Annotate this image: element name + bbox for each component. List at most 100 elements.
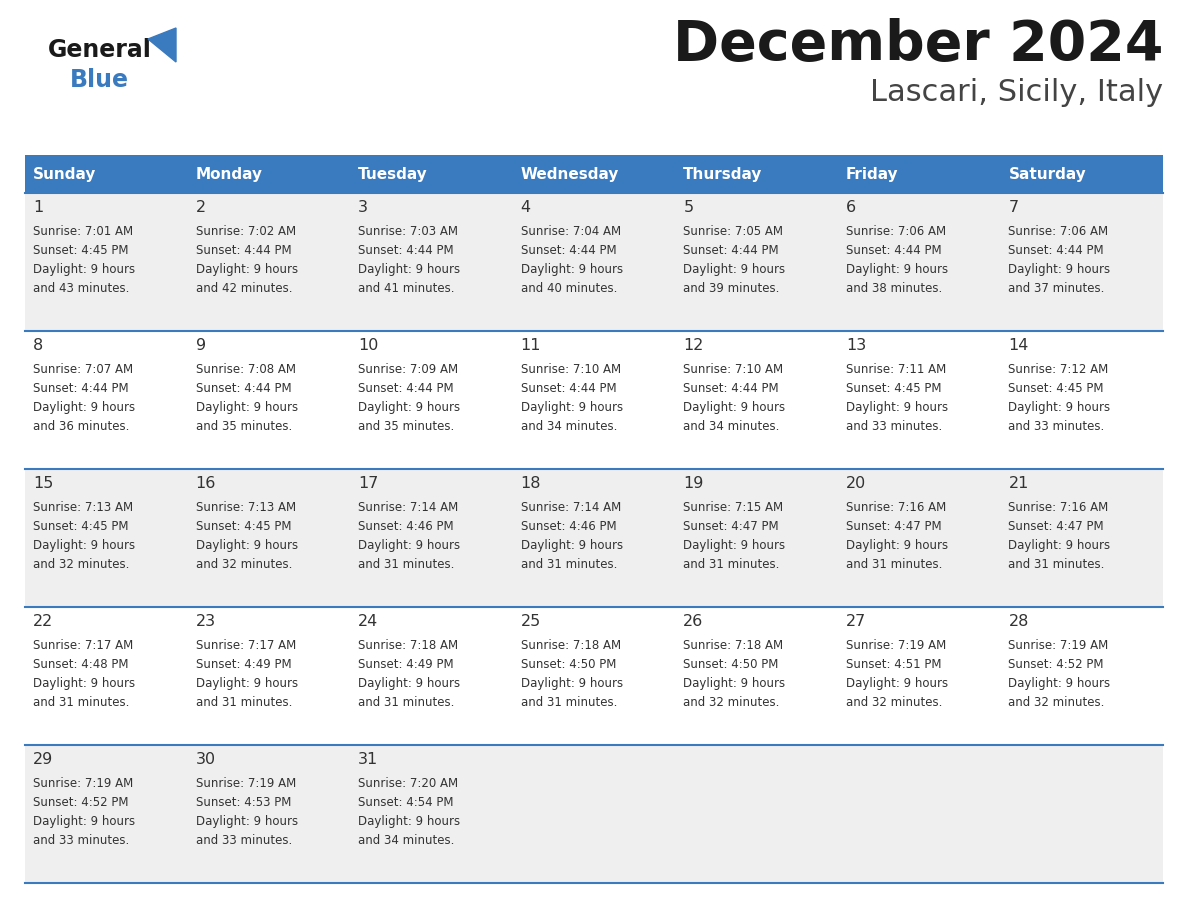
Text: 10: 10 xyxy=(358,338,379,353)
Bar xyxy=(838,155,1000,193)
Bar xyxy=(513,745,675,883)
Text: Sunrise: 7:02 AM: Sunrise: 7:02 AM xyxy=(196,225,296,238)
Text: General: General xyxy=(48,38,152,62)
Text: 15: 15 xyxy=(33,476,53,491)
Bar xyxy=(25,745,188,883)
Text: Sunset: 4:44 PM: Sunset: 4:44 PM xyxy=(358,382,454,395)
Text: Sunset: 4:52 PM: Sunset: 4:52 PM xyxy=(1009,658,1104,671)
Text: Daylight: 9 hours: Daylight: 9 hours xyxy=(358,263,460,276)
Bar xyxy=(1000,331,1163,469)
Text: Sunset: 4:54 PM: Sunset: 4:54 PM xyxy=(358,796,454,809)
Text: Daylight: 9 hours: Daylight: 9 hours xyxy=(683,263,785,276)
Text: and 32 minutes.: and 32 minutes. xyxy=(1009,696,1105,709)
Text: 11: 11 xyxy=(520,338,542,353)
Text: Wednesday: Wednesday xyxy=(520,166,619,182)
Text: Daylight: 9 hours: Daylight: 9 hours xyxy=(520,263,623,276)
Text: Sunset: 4:50 PM: Sunset: 4:50 PM xyxy=(683,658,778,671)
Text: 7: 7 xyxy=(1009,200,1018,215)
Bar xyxy=(188,607,350,745)
Text: Daylight: 9 hours: Daylight: 9 hours xyxy=(196,815,298,828)
Text: Daylight: 9 hours: Daylight: 9 hours xyxy=(846,263,948,276)
Text: Sunset: 4:47 PM: Sunset: 4:47 PM xyxy=(683,520,779,533)
Text: Sunset: 4:48 PM: Sunset: 4:48 PM xyxy=(33,658,128,671)
Text: Sunrise: 7:10 AM: Sunrise: 7:10 AM xyxy=(520,363,621,376)
Text: Sunset: 4:44 PM: Sunset: 4:44 PM xyxy=(358,244,454,257)
Bar xyxy=(25,193,188,331)
Text: December 2024: December 2024 xyxy=(672,18,1163,72)
Text: Sunrise: 7:13 AM: Sunrise: 7:13 AM xyxy=(33,501,133,514)
Text: Sunset: 4:46 PM: Sunset: 4:46 PM xyxy=(358,520,454,533)
Text: 5: 5 xyxy=(683,200,694,215)
Text: 18: 18 xyxy=(520,476,542,491)
Bar xyxy=(350,331,513,469)
Text: Friday: Friday xyxy=(846,166,898,182)
Text: Sunday: Sunday xyxy=(33,166,96,182)
Text: Sunrise: 7:06 AM: Sunrise: 7:06 AM xyxy=(1009,225,1108,238)
Text: Daylight: 9 hours: Daylight: 9 hours xyxy=(1009,539,1111,552)
Text: Daylight: 9 hours: Daylight: 9 hours xyxy=(683,677,785,690)
Text: 29: 29 xyxy=(33,752,53,767)
Text: Daylight: 9 hours: Daylight: 9 hours xyxy=(520,677,623,690)
Text: Sunset: 4:45 PM: Sunset: 4:45 PM xyxy=(846,382,941,395)
Text: and 33 minutes.: and 33 minutes. xyxy=(846,420,942,433)
Bar xyxy=(25,155,188,193)
Text: Daylight: 9 hours: Daylight: 9 hours xyxy=(520,539,623,552)
Text: Daylight: 9 hours: Daylight: 9 hours xyxy=(1009,401,1111,414)
Text: Sunrise: 7:16 AM: Sunrise: 7:16 AM xyxy=(846,501,946,514)
Text: 25: 25 xyxy=(520,614,541,629)
Text: Blue: Blue xyxy=(70,68,129,92)
Text: Daylight: 9 hours: Daylight: 9 hours xyxy=(1009,677,1111,690)
Bar xyxy=(350,607,513,745)
Text: and 32 minutes.: and 32 minutes. xyxy=(33,558,129,571)
Text: and 36 minutes.: and 36 minutes. xyxy=(33,420,129,433)
Text: Sunset: 4:46 PM: Sunset: 4:46 PM xyxy=(520,520,617,533)
Text: Sunset: 4:44 PM: Sunset: 4:44 PM xyxy=(520,382,617,395)
Text: Daylight: 9 hours: Daylight: 9 hours xyxy=(33,401,135,414)
Text: Sunset: 4:49 PM: Sunset: 4:49 PM xyxy=(196,658,291,671)
Polygon shape xyxy=(148,28,176,62)
Text: 3: 3 xyxy=(358,200,368,215)
Bar xyxy=(838,331,1000,469)
Text: and 31 minutes.: and 31 minutes. xyxy=(520,696,617,709)
Text: 23: 23 xyxy=(196,614,216,629)
Text: and 39 minutes.: and 39 minutes. xyxy=(683,282,779,295)
Text: Sunrise: 7:14 AM: Sunrise: 7:14 AM xyxy=(358,501,459,514)
Text: Sunset: 4:44 PM: Sunset: 4:44 PM xyxy=(33,382,128,395)
Text: Sunrise: 7:16 AM: Sunrise: 7:16 AM xyxy=(1009,501,1108,514)
Text: 30: 30 xyxy=(196,752,216,767)
Text: Sunset: 4:53 PM: Sunset: 4:53 PM xyxy=(196,796,291,809)
Text: 6: 6 xyxy=(846,200,857,215)
Text: and 43 minutes.: and 43 minutes. xyxy=(33,282,129,295)
Text: Sunrise: 7:18 AM: Sunrise: 7:18 AM xyxy=(358,639,459,652)
Text: Sunset: 4:45 PM: Sunset: 4:45 PM xyxy=(33,244,128,257)
Text: Daylight: 9 hours: Daylight: 9 hours xyxy=(33,677,135,690)
Bar xyxy=(838,745,1000,883)
Text: 21: 21 xyxy=(1009,476,1029,491)
Text: Sunrise: 7:06 AM: Sunrise: 7:06 AM xyxy=(846,225,946,238)
Text: 8: 8 xyxy=(33,338,43,353)
Text: Tuesday: Tuesday xyxy=(358,166,428,182)
Text: 16: 16 xyxy=(196,476,216,491)
Text: Sunset: 4:44 PM: Sunset: 4:44 PM xyxy=(683,382,779,395)
Text: Sunrise: 7:15 AM: Sunrise: 7:15 AM xyxy=(683,501,783,514)
Text: 14: 14 xyxy=(1009,338,1029,353)
Text: Sunrise: 7:17 AM: Sunrise: 7:17 AM xyxy=(33,639,133,652)
Text: and 40 minutes.: and 40 minutes. xyxy=(520,282,617,295)
Text: and 37 minutes.: and 37 minutes. xyxy=(1009,282,1105,295)
Bar xyxy=(188,331,350,469)
Text: Daylight: 9 hours: Daylight: 9 hours xyxy=(33,263,135,276)
Text: and 31 minutes.: and 31 minutes. xyxy=(196,696,292,709)
Bar xyxy=(188,155,350,193)
Bar xyxy=(1000,745,1163,883)
Text: and 34 minutes.: and 34 minutes. xyxy=(520,420,617,433)
Text: and 32 minutes.: and 32 minutes. xyxy=(196,558,292,571)
Bar xyxy=(513,331,675,469)
Text: Thursday: Thursday xyxy=(683,166,763,182)
Bar xyxy=(25,331,188,469)
Text: and 31 minutes.: and 31 minutes. xyxy=(1009,558,1105,571)
Text: Sunset: 4:45 PM: Sunset: 4:45 PM xyxy=(1009,382,1104,395)
Bar xyxy=(675,155,838,193)
Text: Sunset: 4:51 PM: Sunset: 4:51 PM xyxy=(846,658,941,671)
Text: 9: 9 xyxy=(196,338,206,353)
Text: Sunrise: 7:10 AM: Sunrise: 7:10 AM xyxy=(683,363,783,376)
